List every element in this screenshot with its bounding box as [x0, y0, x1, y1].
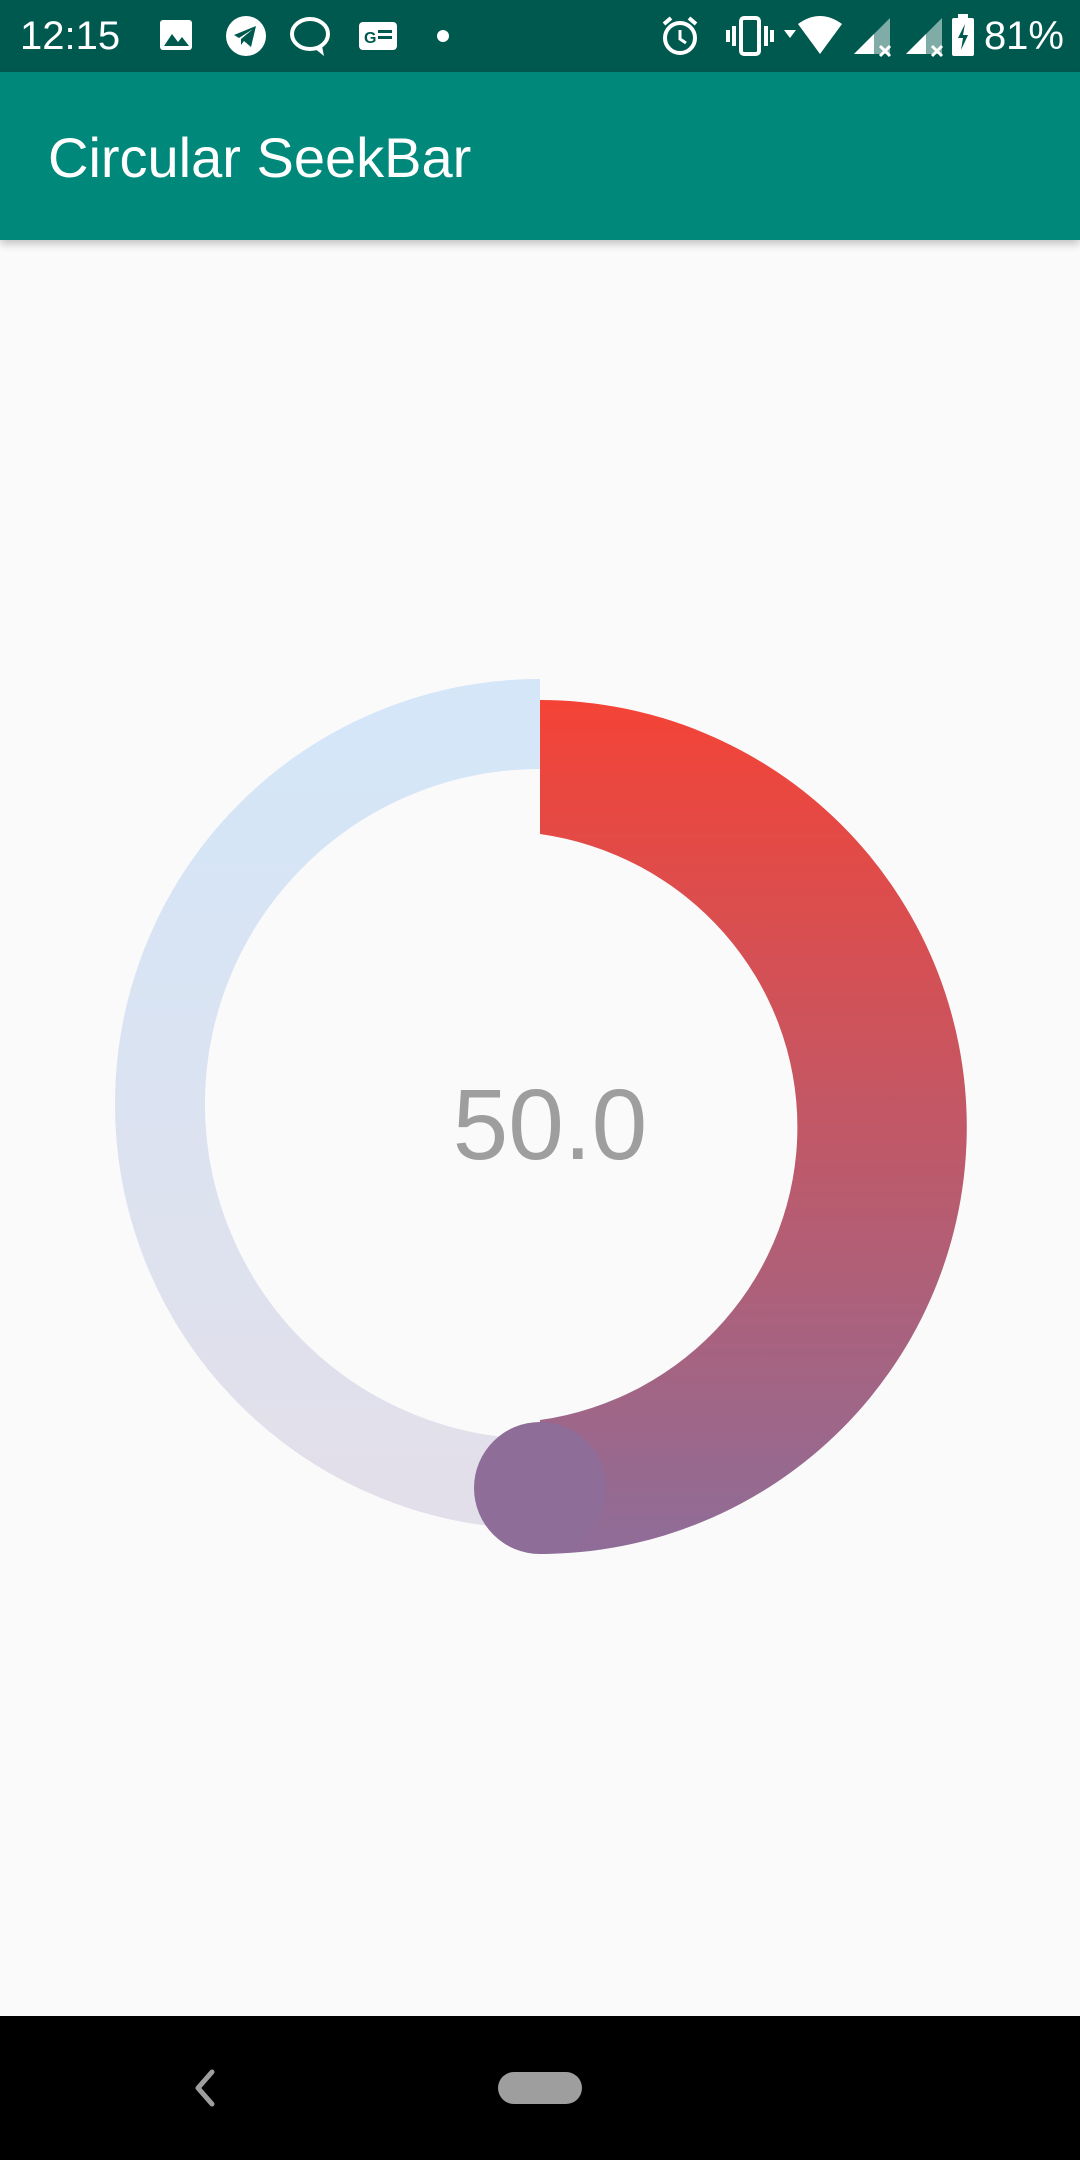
seekbar-track[interactable] — [115, 679, 541, 1529]
status-bar: 12:15 G — [0, 0, 1080, 72]
alarm-icon — [662, 16, 698, 55]
signal-icon — [854, 18, 892, 58]
signal-icon — [906, 18, 944, 58]
home-pill-icon[interactable] — [498, 2072, 582, 2104]
battery-percent: 81% — [983, 14, 1064, 58]
status-time: 12:15 — [20, 14, 121, 58]
app-title: Circular SeekBar — [48, 126, 472, 189]
seekbar-value: 50.0 — [452, 1069, 648, 1181]
seekbar-progress[interactable] — [540, 700, 967, 1554]
battery-charging-icon — [952, 14, 974, 56]
wifi-icon — [784, 16, 842, 54]
vibrate-icon — [726, 16, 774, 56]
navigation-bar — [0, 2016, 1080, 2160]
content-area: 50.0 — [0, 240, 1080, 2016]
circular-seekbar[interactable] — [0, 240, 1080, 2016]
back-icon[interactable] — [190, 2064, 220, 2112]
dot-icon — [437, 30, 449, 42]
app-bar: Circular SeekBar — [0, 72, 1080, 240]
svg-text:G: G — [364, 30, 376, 47]
news-icon: G — [359, 22, 397, 50]
chat-bubble-icon — [290, 17, 330, 56]
telegram-icon — [226, 16, 266, 56]
image-icon — [160, 20, 192, 50]
seekbar-thumb[interactable] — [474, 1422, 606, 1554]
